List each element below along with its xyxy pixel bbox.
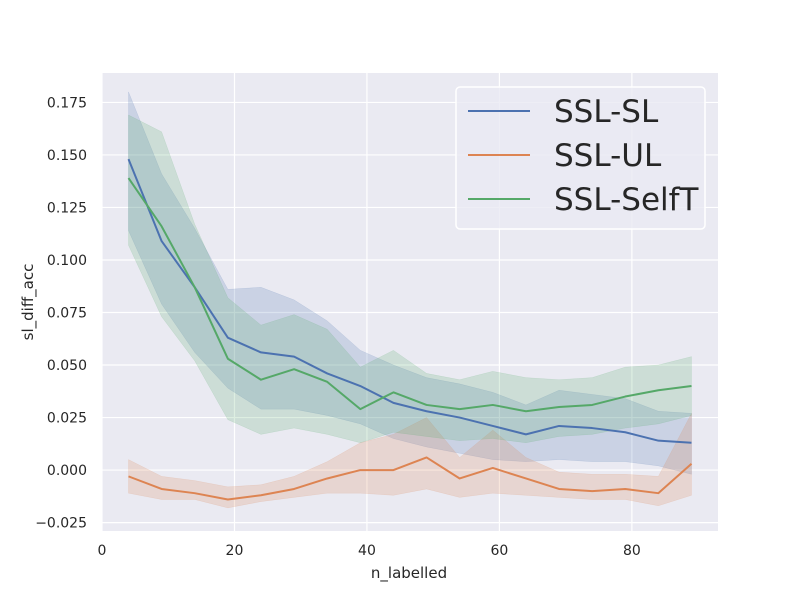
series-lines: [127, 158, 693, 501]
y-tick-label: 0.025: [47, 411, 87, 427]
legend-label-ssl-ul: SSL-UL: [554, 138, 662, 174]
legend-label-ssl-selft: SSL-SelfT: [554, 182, 700, 218]
legend-label-ssl-sl: SSL-SL: [554, 94, 659, 130]
line-ssl-ul: [128, 456, 693, 501]
x-tick-label: 20: [226, 543, 244, 559]
y-tick-label: 0.100: [47, 253, 87, 269]
band-ssl-ul: [128, 413, 692, 509]
y-axis-label: sl_diff_acc: [19, 264, 38, 341]
x-tick-label: 80: [623, 543, 641, 559]
y-tick-label: 0.050: [47, 358, 87, 374]
gridlines: [101, 73, 718, 531]
legend: SSL-SL SSL-UL SSL-SelfT: [455, 86, 706, 230]
y-tick-label: 0.075: [47, 306, 87, 322]
band-ssl-sl: [128, 91, 692, 475]
confidence-bands: [128, 91, 692, 509]
line-ssl-selft: [127, 177, 692, 413]
y-tick-label: 0.150: [47, 148, 87, 164]
y-tick-label: −0.025: [35, 516, 87, 532]
x-tick-label: 40: [358, 543, 376, 559]
y-tick-label: 0.175: [47, 95, 87, 111]
y-tick-label: 0.125: [47, 200, 87, 216]
tick-labels: 0 20 40 60 80 −0.025 0.000 0.025 0.050 0.075 0.100…: [35, 95, 641, 559]
band-ssl-selft: [128, 114, 692, 444]
x-axis-label: n_labelled: [371, 564, 447, 583]
x-tick-label: 0: [98, 543, 107, 559]
line-ssl-sl: [127, 158, 692, 444]
legend-box: [455, 86, 706, 230]
x-tick-label: 60: [491, 543, 509, 559]
y-tick-label: 0.000: [47, 463, 87, 479]
